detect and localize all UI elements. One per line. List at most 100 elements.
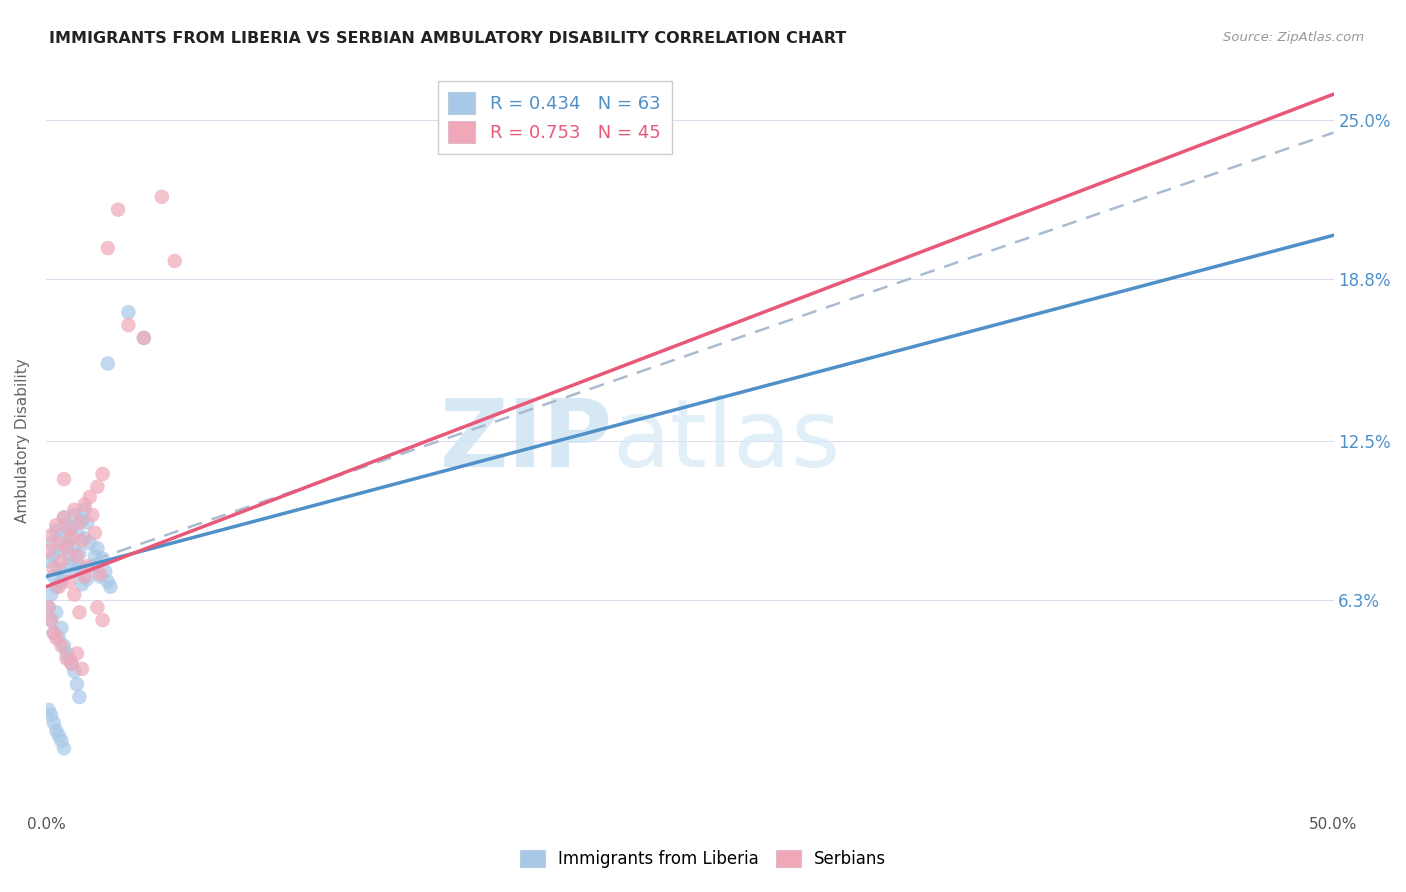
Point	[150, 190, 173, 204]
Point	[42, 626, 65, 640]
Legend: Immigrants from Liberia, Serbians: Immigrants from Liberia, Serbians	[513, 843, 893, 875]
Point	[38, 600, 60, 615]
Point	[63, 665, 86, 679]
Point	[132, 331, 155, 345]
Point	[76, 516, 98, 530]
Point	[60, 657, 83, 671]
Point	[60, 531, 83, 545]
Point	[48, 729, 70, 743]
Point	[55, 539, 77, 553]
Point	[98, 580, 121, 594]
Point	[70, 577, 93, 591]
Point	[60, 557, 83, 571]
Point	[97, 241, 120, 255]
Point	[117, 318, 139, 332]
Point	[55, 518, 77, 533]
Point	[58, 651, 80, 665]
Point	[63, 587, 86, 601]
Text: IMMIGRANTS FROM LIBERIA VS SERBIAN AMBULATORY DISABILITY CORRELATION CHART: IMMIGRANTS FROM LIBERIA VS SERBIAN AMBUL…	[49, 31, 846, 46]
Point	[51, 733, 73, 747]
Text: Source: ZipAtlas.com: Source: ZipAtlas.com	[1223, 31, 1364, 45]
Point	[117, 305, 139, 319]
Point	[60, 657, 83, 671]
Point	[91, 551, 114, 566]
Point	[38, 544, 60, 558]
Point	[48, 536, 70, 550]
Point	[45, 580, 67, 594]
Point	[39, 587, 62, 601]
Point	[66, 677, 89, 691]
Point	[69, 516, 91, 530]
Point	[51, 528, 73, 542]
Point	[97, 357, 120, 371]
Point	[55, 647, 77, 661]
Point	[91, 467, 114, 481]
Point	[38, 703, 60, 717]
Point	[45, 518, 67, 533]
Point	[73, 531, 96, 545]
Point	[86, 480, 108, 494]
Point	[83, 549, 105, 563]
Text: ZIP: ZIP	[440, 394, 613, 486]
Point	[51, 621, 73, 635]
Point	[45, 723, 67, 738]
Point	[55, 651, 77, 665]
Point	[66, 565, 89, 579]
Point	[45, 606, 67, 620]
Point	[48, 580, 70, 594]
Point	[58, 533, 80, 548]
Point	[73, 503, 96, 517]
Point	[58, 551, 80, 566]
Point	[63, 503, 86, 517]
Point	[89, 566, 111, 581]
Point	[91, 613, 114, 627]
Point	[60, 521, 83, 535]
Point	[76, 572, 98, 586]
Point	[58, 524, 80, 538]
Point	[39, 613, 62, 627]
Point	[69, 606, 91, 620]
Point	[48, 562, 70, 576]
Point	[69, 546, 91, 560]
Point	[73, 569, 96, 583]
Point	[48, 544, 70, 558]
Point	[45, 631, 67, 645]
Point	[53, 566, 76, 581]
Point	[94, 565, 117, 579]
Point	[42, 562, 65, 576]
Point	[53, 472, 76, 486]
Point	[69, 559, 91, 574]
Point	[66, 525, 89, 540]
Point	[89, 569, 111, 583]
Point	[86, 600, 108, 615]
Point	[51, 639, 73, 653]
Point	[51, 574, 73, 589]
Point	[97, 574, 120, 589]
Point	[42, 569, 65, 583]
Point	[38, 554, 60, 568]
Point	[53, 510, 76, 524]
Point	[69, 690, 91, 704]
Legend: R = 0.434   N = 63, R = 0.753   N = 45: R = 0.434 N = 63, R = 0.753 N = 45	[437, 81, 672, 154]
Point	[66, 549, 89, 563]
Point	[45, 524, 67, 538]
Y-axis label: Ambulatory Disability: Ambulatory Disability	[15, 359, 30, 523]
Point	[63, 508, 86, 522]
Point	[39, 613, 62, 627]
Text: atlas: atlas	[613, 394, 841, 486]
Point	[79, 536, 101, 550]
Point	[63, 541, 86, 556]
Point	[107, 202, 129, 217]
Point	[66, 647, 89, 661]
Point	[39, 708, 62, 723]
Point	[42, 715, 65, 730]
Point	[48, 631, 70, 645]
Point	[70, 513, 93, 527]
Point	[132, 331, 155, 345]
Point	[53, 510, 76, 524]
Point	[51, 554, 73, 568]
Point	[82, 508, 104, 522]
Point	[82, 559, 104, 574]
Point	[83, 525, 105, 540]
Point	[42, 626, 65, 640]
